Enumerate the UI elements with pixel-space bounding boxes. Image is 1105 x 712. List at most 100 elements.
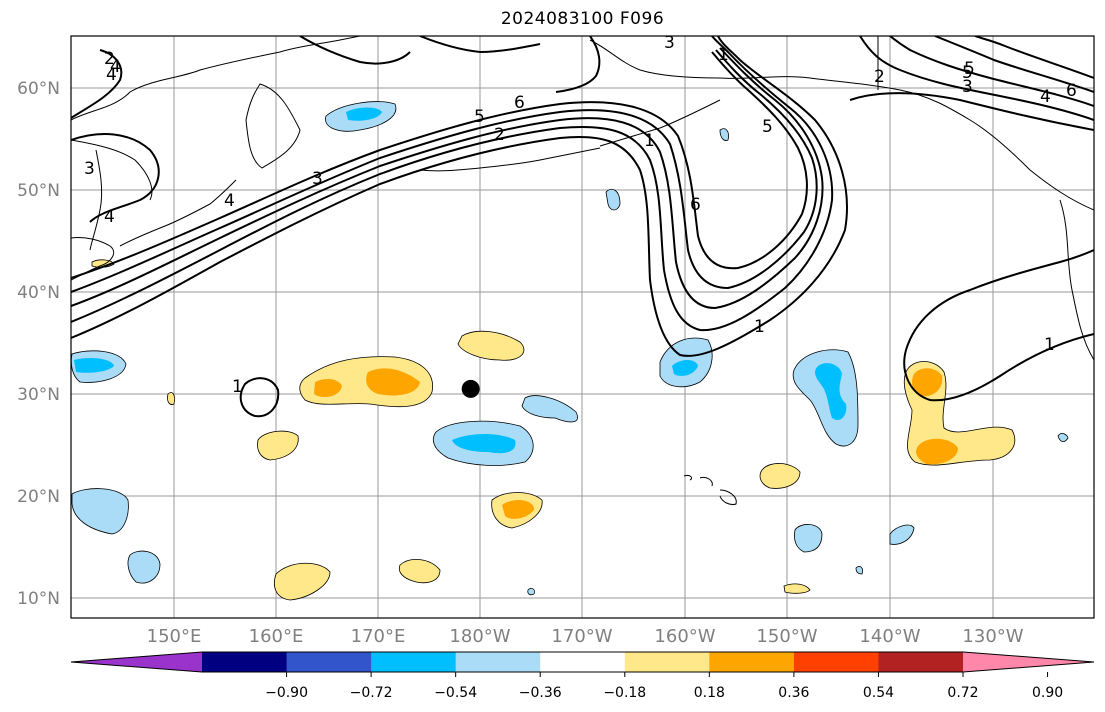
contour-label: 1 bbox=[718, 45, 729, 65]
colorbar-segment bbox=[202, 652, 288, 672]
lon-label: 130°W bbox=[962, 626, 1023, 647]
negative-anomaly bbox=[855, 566, 863, 575]
colorbar-segment bbox=[371, 652, 457, 672]
contour-labels: 2 4 4 4 1 3 3 4 5 6 2 5 6 1 2 3 5 3 4 6 … bbox=[84, 33, 1077, 397]
contour-line bbox=[71, 36, 848, 357]
contour-line bbox=[239, 377, 280, 418]
lon-label: 160°W bbox=[654, 626, 715, 647]
contour-line bbox=[903, 249, 1094, 402]
contour-label: 2 bbox=[104, 49, 115, 69]
contour-line bbox=[299, 36, 411, 65]
aleutian-chain bbox=[419, 147, 601, 172]
negative-anomaly-core bbox=[346, 107, 382, 121]
colorbar-tick-label: 0.72 bbox=[947, 685, 978, 701]
contour-label: 4 bbox=[110, 57, 121, 77]
colorbar-tick-label: −0.90 bbox=[265, 685, 308, 701]
contour-label: 3 bbox=[664, 33, 675, 53]
positive-anomaly bbox=[167, 392, 175, 405]
colorbar-segment bbox=[286, 652, 372, 672]
positive-anomaly-core bbox=[916, 438, 958, 465]
lat-label: 50°N bbox=[17, 181, 60, 201]
colorbar-ticks: −0.90 −0.72 −0.54 −0.36 −0.18 0.18 0.36 0.54 0.7… bbox=[265, 672, 1063, 701]
lon-label: 140°W bbox=[859, 626, 920, 647]
contour-label: 5 bbox=[962, 63, 973, 83]
negative-anomaly bbox=[719, 128, 729, 141]
positive-anomaly bbox=[759, 463, 801, 489]
positive-anomaly-core bbox=[314, 378, 342, 398]
colorbar-extend-min bbox=[71, 652, 202, 672]
lon-label: 150°W bbox=[756, 626, 817, 647]
contour-label: 2 bbox=[494, 125, 505, 145]
contour-label: 1 bbox=[754, 317, 765, 337]
okhotsk-coast bbox=[71, 139, 153, 201]
colorbar-tick-label: 0.36 bbox=[778, 685, 809, 701]
contour-line bbox=[71, 49, 818, 293]
contour-label: 1 bbox=[1044, 335, 1055, 355]
negative-anomaly bbox=[1057, 433, 1069, 442]
negative-anomaly bbox=[889, 524, 915, 545]
lon-label: 170°W bbox=[551, 626, 612, 647]
colorbar-tick-label: −0.54 bbox=[434, 685, 477, 701]
contour-label: 4 bbox=[104, 207, 115, 227]
contour-lines bbox=[71, 36, 1094, 418]
lon-label: 160°E bbox=[249, 626, 304, 647]
lon-label: 170°E bbox=[351, 626, 406, 647]
colorbar-tick-label: −0.72 bbox=[350, 685, 393, 701]
contour-label: 1 bbox=[644, 131, 655, 151]
negative-anomaly bbox=[71, 488, 129, 535]
na-west-coast bbox=[1059, 199, 1094, 361]
negative-anomaly bbox=[521, 395, 578, 423]
contour-line bbox=[889, 36, 1094, 107]
contour-label: 1 bbox=[232, 377, 243, 397]
lat-label: 40°N bbox=[17, 283, 60, 303]
negative-anomaly-core bbox=[74, 358, 114, 373]
lat-label: 10°N bbox=[17, 589, 60, 609]
map-title: 2024083100 F096 bbox=[500, 9, 665, 29]
lat-label: 60°N bbox=[17, 79, 60, 99]
gridlines bbox=[71, 36, 1094, 618]
anomaly-shading bbox=[71, 101, 1069, 601]
contour-line bbox=[71, 47, 824, 310]
lat-label: 20°N bbox=[17, 487, 60, 507]
positive-anomaly bbox=[457, 330, 525, 361]
negative-anomaly-core bbox=[672, 360, 698, 376]
coastlines bbox=[71, 36, 1094, 505]
positive-anomaly bbox=[783, 583, 811, 594]
negative-anomaly-core bbox=[452, 434, 516, 454]
colorbar-segment bbox=[709, 652, 795, 672]
contour-label: 5 bbox=[964, 59, 975, 79]
contour-label: 3 bbox=[84, 159, 95, 179]
contour-label: 6 bbox=[690, 195, 701, 215]
colorbar-tick-label: 0.54 bbox=[863, 685, 894, 701]
contour-label: 5 bbox=[762, 117, 773, 137]
contour-line bbox=[71, 51, 808, 279]
contour-label: 5 bbox=[474, 107, 485, 127]
kamchatka-coast bbox=[245, 83, 301, 169]
contour-line bbox=[934, 36, 1094, 93]
contour-label: 4 bbox=[1040, 87, 1051, 107]
colorbar-segment bbox=[455, 652, 541, 672]
lat-label: 30°N bbox=[17, 385, 60, 405]
positive-anomaly-core bbox=[502, 499, 535, 519]
asia-coast bbox=[71, 36, 361, 121]
contour-label: 3 bbox=[962, 77, 973, 97]
positive-anomaly bbox=[398, 559, 441, 584]
colorbar-segment bbox=[624, 652, 710, 672]
colorbar-segment bbox=[540, 652, 626, 672]
negative-anomaly-core bbox=[815, 363, 847, 421]
contour-label: 4 bbox=[106, 65, 117, 85]
contour-label: 2 bbox=[874, 67, 885, 87]
positive-anomaly-core bbox=[912, 368, 943, 397]
map-frame bbox=[70, 35, 1095, 619]
negative-anomaly bbox=[605, 188, 621, 211]
contour-line bbox=[974, 36, 1094, 79]
negative-anomaly bbox=[127, 550, 161, 584]
position-marker bbox=[461, 379, 480, 398]
contour-line bbox=[419, 36, 541, 54]
negative-anomaly bbox=[527, 587, 535, 596]
alaska-peninsula bbox=[599, 99, 721, 147]
colorbar-extend-max bbox=[963, 652, 1094, 672]
hawaii-islands bbox=[683, 475, 737, 505]
contour-line bbox=[555, 36, 601, 93]
colorbar-tick-label: 0.18 bbox=[694, 685, 725, 701]
